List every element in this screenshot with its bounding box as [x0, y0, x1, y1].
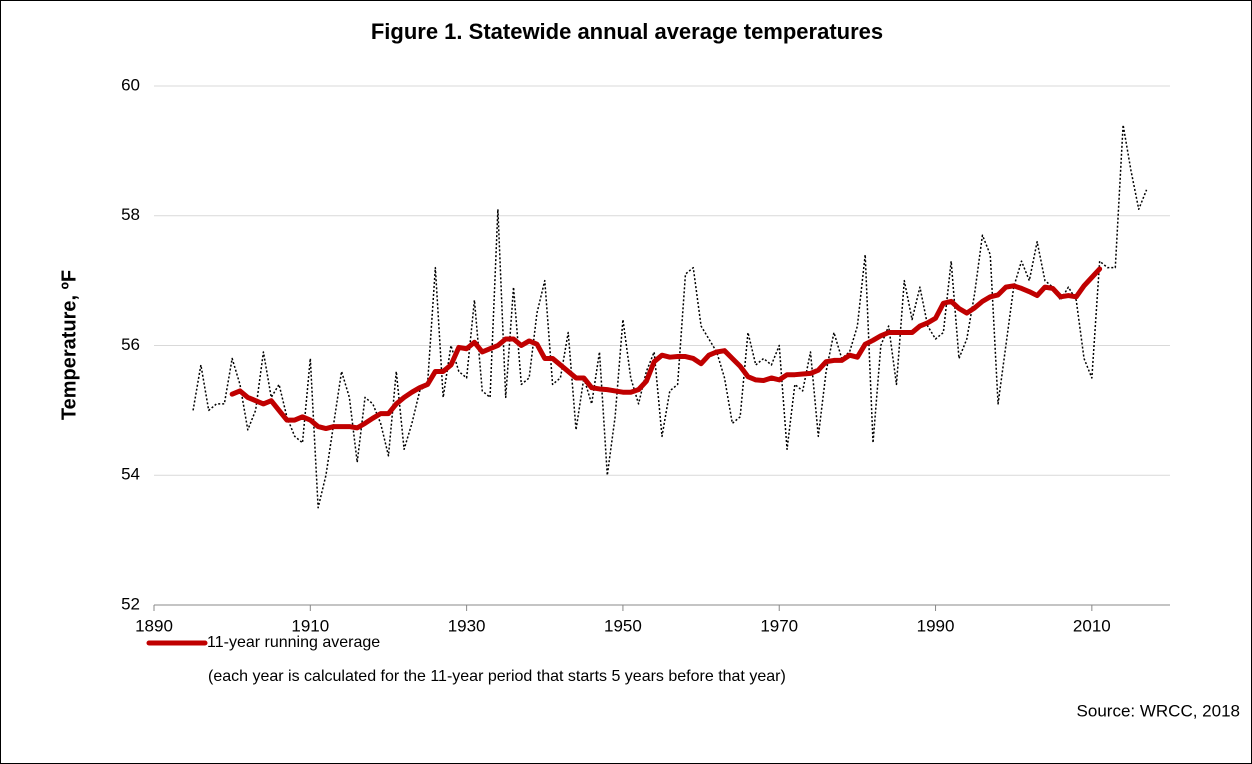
chart-title: Figure 1. Statewide annual average tempe… — [371, 19, 883, 44]
legend-label: 11-year running average — [207, 634, 380, 651]
x-tick-label: 1990 — [917, 616, 955, 635]
y-tick-label: 60 — [121, 75, 140, 94]
x-tick-label: 1910 — [291, 616, 329, 635]
x-tick-label: 1930 — [448, 616, 486, 635]
x-tick-label: 1970 — [760, 616, 798, 635]
source-note: Source: WRCC, 2018 — [1077, 701, 1240, 720]
x-tick-label: 2010 — [1073, 616, 1111, 635]
x-tick-label: 1950 — [604, 616, 642, 635]
running-average-line — [229, 266, 1103, 432]
x-tick-label: 1890 — [135, 616, 173, 635]
y-tick-label: 52 — [121, 594, 140, 613]
annual-line — [192, 124, 1148, 509]
y-tick-label: 54 — [121, 465, 140, 484]
y-axis-label: Temperature, ºF — [58, 270, 80, 420]
y-tick-label: 56 — [121, 335, 140, 354]
y-tick-label: 58 — [121, 205, 140, 224]
legend-note: (each year is calculated for the 11-year… — [208, 668, 786, 685]
